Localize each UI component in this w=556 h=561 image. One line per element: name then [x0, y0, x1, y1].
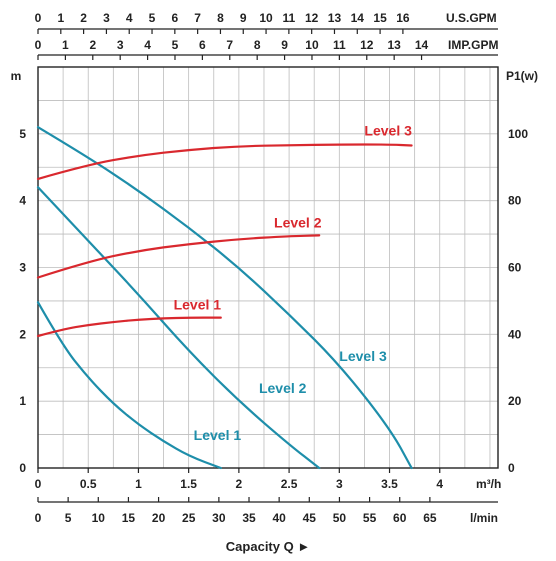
y-left-tick-label: 5: [19, 127, 26, 141]
plot-border: [37, 66, 499, 469]
imp-gpm-tick-label: 9: [281, 38, 288, 52]
imp-gpm-tick-label: 2: [89, 38, 96, 52]
x-axis-caption: Capacity Q ►: [226, 539, 310, 554]
x-tick-label: 2: [236, 477, 243, 491]
imp-gpm-tick-label: 6: [199, 38, 206, 52]
lmin-tick-label: 45: [303, 511, 317, 525]
lmin-tick-label: 10: [92, 511, 106, 525]
lmin-tick-label: 30: [212, 511, 226, 525]
imp-gpm-tick-label: 5: [172, 38, 179, 52]
lmin-tick-label: 40: [272, 511, 286, 525]
y-left-axis-label: m: [11, 69, 22, 83]
lmin-tick-label: 35: [242, 511, 256, 525]
series-label-head-level-2: Level 2: [259, 380, 307, 396]
lmin-tick-label: 5: [65, 511, 72, 525]
series-layer: [36, 126, 413, 470]
x-tick-label: 1.5: [180, 477, 197, 491]
x-tick-label: 4: [436, 477, 443, 491]
lmin-tick-label: 15: [122, 511, 136, 525]
series-head-level-1: [36, 301, 222, 470]
imp-gpm-tick-label: 13: [387, 38, 401, 52]
series-head-level-3: [36, 126, 413, 470]
series-power-level-1: [36, 316, 222, 338]
us-gpm-tick-label: 1: [57, 11, 64, 25]
imp-gpm-tick-label: 14: [415, 38, 429, 52]
series-label-head-level-1: Level 1: [194, 427, 242, 443]
us-gpm-tick-label: 5: [149, 11, 156, 25]
us-gpm-tick-label: 2: [80, 11, 87, 25]
y-right-tick-label: 0: [508, 461, 515, 475]
imp-gpm-tick-label: 12: [360, 38, 374, 52]
us-gpm-tick-label: 4: [126, 11, 133, 25]
lmin-tick-label: 50: [333, 511, 347, 525]
grid: [38, 67, 498, 468]
y-right-axis-label: P1(w): [506, 69, 538, 83]
us-gpm-tick-label: 7: [194, 11, 201, 25]
series-power-level-3: [36, 143, 413, 180]
x-tick-label: 1: [135, 477, 142, 491]
imp-gpm-tick-label: 10: [305, 38, 319, 52]
y-right-tick-label: 80: [508, 194, 522, 208]
y-right-tick-label: 60: [508, 261, 522, 275]
y-left-tick-label: 4: [19, 194, 26, 208]
x-tick-label: 3.5: [381, 477, 398, 491]
x-tick-label: 3: [336, 477, 343, 491]
series-head-level-2: [36, 186, 321, 470]
us-gpm-tick-label: 14: [351, 11, 365, 25]
y-left-tick-label: 0: [19, 461, 26, 475]
us-gpm-tick-label: 13: [328, 11, 342, 25]
lmin-tick-label: 65: [423, 511, 437, 525]
imp-gpm-tick-label: 1: [62, 38, 69, 52]
lmin-tick-label: 0: [35, 511, 42, 525]
series-label-head-level-3: Level 3: [339, 348, 387, 364]
x-unit-label: m³/h: [476, 477, 501, 491]
labels-layer: Level 1 Level 2 Level 3 Level 1 Level 2 Level…: [174, 123, 413, 443]
series-label-power-level-3: Level 3: [364, 123, 412, 139]
us-gpm-tick-label: 10: [259, 11, 273, 25]
y-left-tick-label: 3: [19, 261, 26, 275]
y-right-tick-label: 20: [508, 394, 522, 408]
series-label-power-level-1: Level 1: [174, 296, 222, 312]
imp-gpm-tick-label: 0: [35, 38, 42, 52]
y-left-tick-label: 1: [19, 394, 26, 408]
imp-gpm-tick-label: 8: [254, 38, 261, 52]
y-right-tick-label: 100: [508, 127, 528, 141]
lmin-unit-label: l/min: [470, 511, 498, 525]
imp-gpm-tick-label: 11: [333, 38, 346, 52]
lmin-tick-label: 25: [182, 511, 196, 525]
us-gpm-tick-label: 16: [396, 11, 410, 25]
lmin-tick-label: 20: [152, 511, 166, 525]
us-gpm-tick-label: 9: [240, 11, 247, 25]
imp-gpm-unit-label: IMP.GPM: [448, 38, 498, 52]
series-label-power-level-2: Level 2: [274, 214, 322, 230]
us-gpm-tick-label: 12: [305, 11, 319, 25]
x-tick-label: 0.5: [80, 477, 97, 491]
x-tick-label: 2.5: [281, 477, 298, 491]
x-tick-label: 0: [35, 477, 42, 491]
y-left-tick-label: 2: [19, 327, 26, 341]
imp-gpm-tick-label: 3: [117, 38, 124, 52]
us-gpm-tick-label: 8: [217, 11, 224, 25]
us-gpm-tick-label: 15: [373, 11, 387, 25]
us-gpm-tick-label: 6: [171, 11, 178, 25]
lmin-tick-label: 55: [363, 511, 377, 525]
series-power-level-2: [36, 234, 321, 279]
us-gpm-unit-label: U.S.GPM: [446, 11, 497, 25]
imp-gpm-tick-label: 4: [144, 38, 151, 52]
us-gpm-tick-label: 3: [103, 11, 110, 25]
y-right-tick-label: 40: [508, 327, 522, 341]
lmin-tick-label: 60: [393, 511, 407, 525]
us-gpm-tick-label: 0: [35, 11, 42, 25]
us-gpm-tick-label: 11: [283, 11, 296, 25]
imp-gpm-tick-label: 7: [226, 38, 233, 52]
